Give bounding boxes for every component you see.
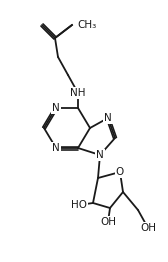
Text: N: N bbox=[52, 103, 60, 113]
Text: OH: OH bbox=[140, 223, 156, 233]
Text: N: N bbox=[52, 143, 60, 153]
Text: OH: OH bbox=[100, 217, 116, 227]
Text: N: N bbox=[96, 150, 104, 160]
Text: CH₃: CH₃ bbox=[77, 20, 96, 30]
Text: HO: HO bbox=[71, 200, 87, 210]
Text: N: N bbox=[104, 113, 112, 123]
Text: O: O bbox=[116, 167, 124, 177]
Text: NH: NH bbox=[70, 88, 86, 98]
